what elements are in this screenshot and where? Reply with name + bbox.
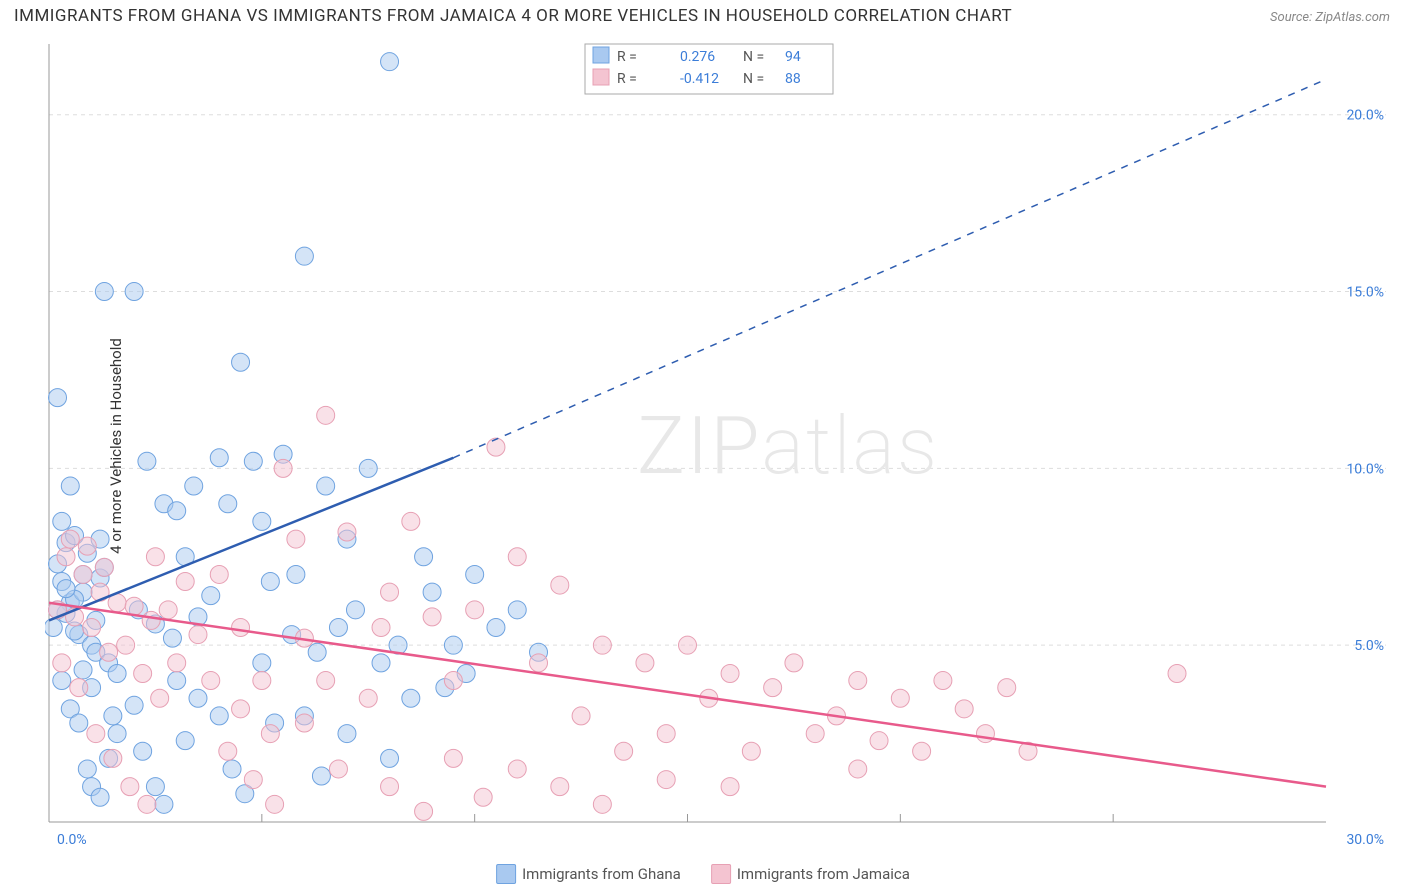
legend-item-ghana: Immigrants from Ghana (496, 864, 681, 884)
scatter-chart: 5.0% 10.0% 15.0% 20.0% 0.0% 30.0% R = 0.276 N = 9… (45, 40, 1396, 852)
source-attribution: Source: ZipAtlas.com (1270, 10, 1390, 25)
legend-swatch-ghana (496, 864, 516, 884)
svg-text:N =: N = (743, 71, 764, 87)
svg-text:R =: R = (617, 71, 637, 87)
svg-text:-0.412: -0.412 (680, 71, 719, 87)
svg-text:10.0%: 10.0% (1346, 461, 1384, 477)
svg-text:15.0%: 15.0% (1346, 285, 1384, 301)
legend-label-ghana: Immigrants from Ghana (522, 865, 681, 883)
svg-text:30.0%: 30.0% (1346, 832, 1384, 848)
svg-text:94: 94 (785, 49, 801, 65)
legend-label-jamaica: Immigrants from Jamaica (737, 865, 910, 883)
svg-text:0.0%: 0.0% (57, 832, 87, 848)
svg-text:R =: R = (617, 49, 637, 65)
bottom-legend: Immigrants from Ghana Immigrants from Ja… (496, 864, 910, 884)
legend-swatch-jamaica (711, 864, 731, 884)
svg-text:N =: N = (743, 49, 764, 65)
svg-text:20.0%: 20.0% (1346, 108, 1384, 124)
chart-container: 5.0% 10.0% 15.0% 20.0% 0.0% 30.0% R = 0.276 N = 9… (45, 40, 1396, 852)
svg-text:88: 88 (785, 71, 801, 87)
svg-text:0.276: 0.276 (680, 49, 715, 65)
chart-title: IMMIGRANTS FROM GHANA VS IMMIGRANTS FROM… (14, 6, 1012, 26)
svg-text:5.0%: 5.0% (1354, 638, 1384, 654)
legend-item-jamaica: Immigrants from Jamaica (711, 864, 910, 884)
